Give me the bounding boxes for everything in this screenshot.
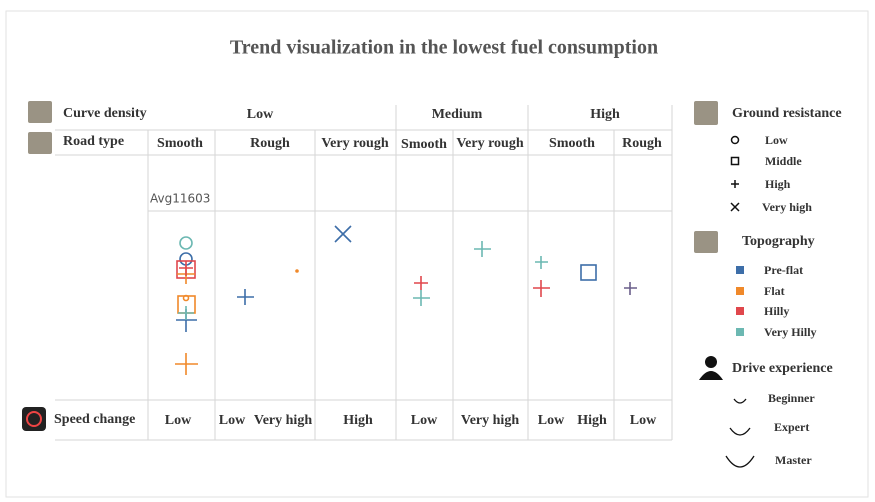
row-icon bbox=[694, 101, 718, 125]
legend-swatch bbox=[736, 266, 744, 274]
legend-item: Beginner bbox=[768, 391, 815, 405]
legend-item: Very high bbox=[762, 200, 812, 214]
road-type: Very rough bbox=[456, 136, 524, 151]
row-label: Road type bbox=[63, 134, 124, 149]
legend-title: Ground resistance bbox=[732, 106, 842, 121]
legend-item: Middle bbox=[765, 154, 802, 168]
speed-change: Low bbox=[165, 413, 192, 428]
legend-title: Drive experience bbox=[732, 361, 833, 376]
legend-title: Topography bbox=[742, 234, 815, 249]
row-icon bbox=[705, 356, 717, 368]
trend-visualization: Trend visualization in the lowest fuel c… bbox=[0, 0, 875, 502]
row-label: Curve density bbox=[63, 106, 147, 121]
curve-density: High bbox=[590, 107, 620, 122]
speed-change: High bbox=[343, 413, 373, 428]
speed-change: Low bbox=[411, 413, 438, 428]
glyph bbox=[295, 269, 299, 273]
road-type: Very rough bbox=[321, 136, 389, 151]
row-icon bbox=[22, 407, 46, 431]
legend-item: Expert bbox=[774, 420, 809, 434]
legend-item: Low bbox=[765, 133, 788, 147]
speed-change: Very high bbox=[254, 413, 312, 428]
road-type: Rough bbox=[250, 136, 290, 151]
legend-item: Hilly bbox=[764, 304, 789, 318]
road-type: Rough bbox=[622, 136, 662, 151]
legend-swatch bbox=[736, 287, 744, 295]
average-label: Avg11603 bbox=[150, 192, 210, 206]
title: Trend visualization in the lowest fuel c… bbox=[230, 37, 658, 59]
speed-change: Low bbox=[219, 413, 246, 428]
legend-item: Pre-flat bbox=[764, 263, 803, 277]
legend-item: Master bbox=[775, 453, 812, 467]
legend-swatch bbox=[736, 328, 744, 336]
curve-density: Low bbox=[247, 107, 274, 122]
speed-change: Very high bbox=[461, 413, 519, 428]
curve-density: Medium bbox=[432, 107, 483, 122]
road-type: Smooth bbox=[401, 137, 447, 152]
row-label: Speed change bbox=[54, 412, 135, 427]
speed-change: High bbox=[577, 413, 607, 428]
legend-item: High bbox=[765, 177, 791, 191]
row-icon bbox=[694, 231, 718, 253]
speed-change: Low bbox=[538, 413, 565, 428]
road-type: Smooth bbox=[157, 136, 203, 151]
row-icon bbox=[28, 101, 52, 123]
road-type: Smooth bbox=[549, 136, 595, 151]
legend-swatch bbox=[736, 307, 744, 315]
row-icon bbox=[28, 132, 52, 154]
legend-item: Very Hilly bbox=[764, 325, 817, 339]
speed-change: Low bbox=[630, 413, 657, 428]
legend-item: Flat bbox=[764, 284, 785, 298]
